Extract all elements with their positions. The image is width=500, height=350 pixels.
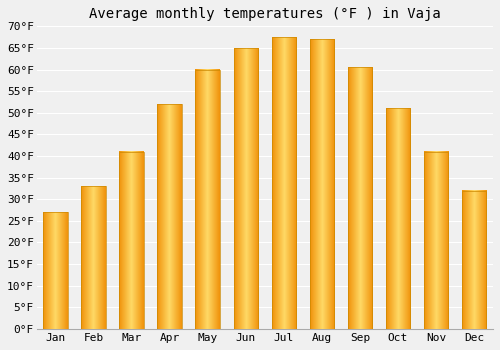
Bar (158, 104, 182, 329)
Bar (234, 48, 258, 329)
Bar (196, 70, 220, 329)
Bar (424, 152, 448, 329)
Bar (82, 186, 106, 329)
Bar (462, 190, 486, 329)
Bar (44, 212, 68, 329)
Bar (386, 108, 410, 329)
Bar (310, 39, 334, 329)
Bar (272, 37, 296, 329)
Bar (348, 67, 372, 329)
Title: Average monthly temperatures (°F ) in Vaja: Average monthly temperatures (°F ) in Va… (89, 7, 441, 21)
Bar (120, 152, 144, 329)
